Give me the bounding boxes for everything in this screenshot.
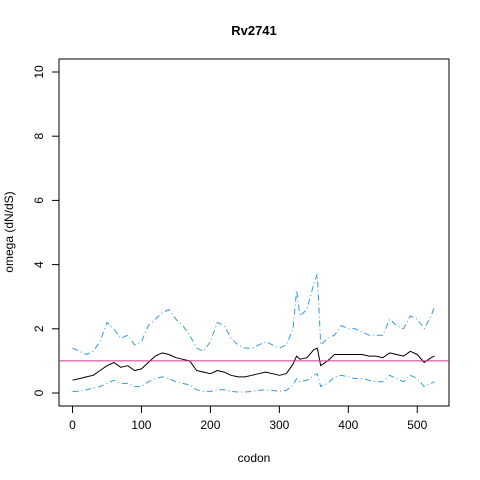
- x-tick-label: 300: [269, 418, 289, 432]
- x-tick-label: 400: [338, 418, 358, 432]
- x-tick-label: 100: [131, 418, 151, 432]
- series-line-upper-ci: [72, 273, 435, 355]
- x-tick-label: 500: [407, 418, 427, 432]
- x-axis-label: codon: [238, 451, 271, 465]
- y-tick-label: 0: [32, 389, 46, 396]
- y-tick-label: 10: [32, 65, 46, 79]
- x-tick-label: 200: [200, 418, 220, 432]
- y-tick-label: 8: [32, 133, 46, 140]
- y-tick-label: 2: [32, 325, 46, 332]
- y-axis-label: omega (dN/dS): [2, 191, 16, 272]
- series-line-omega: [72, 347, 435, 381]
- x-tick-label: 0: [69, 418, 76, 432]
- series-line-lower-ci: [72, 373, 435, 393]
- chart-title: Rv2741: [231, 23, 277, 38]
- y-tick-label: 6: [32, 197, 46, 204]
- y-axis: 0 2 4 6 8 10: [32, 65, 60, 396]
- y-tick-label: 4: [32, 261, 46, 268]
- plot-frame: [58, 58, 450, 407]
- series-layer: [72, 273, 435, 393]
- x-axis: 0 100 200 300 400 500: [69, 405, 428, 432]
